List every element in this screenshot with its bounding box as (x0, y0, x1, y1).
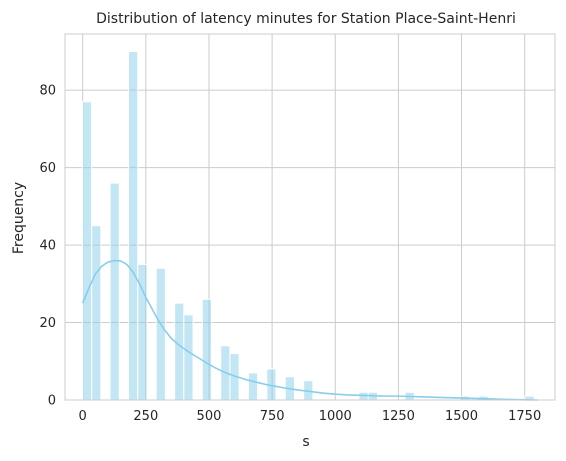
x-tick-label: 750 (260, 409, 285, 424)
y-tick-label: 20 (39, 316, 56, 331)
x-tick-label: 1500 (445, 409, 478, 424)
histogram-bar (155, 267, 166, 401)
x-tick-labels: 0 250 500 750 1000 1250 1500 1750 (79, 409, 542, 424)
histogram-bar (91, 225, 102, 401)
chart-title: Distribution of latency minutes for Stat… (96, 11, 516, 27)
x-tick-label: 1000 (319, 409, 352, 424)
y-tick-labels: 0 20 40 60 80 (39, 84, 56, 409)
plot-frame (64, 33, 556, 401)
y-tick-label: 40 (39, 239, 56, 254)
x-axis-label: s (302, 434, 309, 450)
y-tick-label: 0 (48, 394, 56, 409)
histogram-bar (201, 298, 212, 401)
x-tick-label: 250 (133, 409, 158, 424)
x-tick-label: 0 (79, 409, 87, 424)
histogram-bar (128, 50, 139, 401)
histogram-bar (174, 302, 185, 401)
histogram-bar (109, 182, 120, 401)
kde-curve (81, 259, 538, 401)
histogram-bar (247, 372, 259, 401)
histogram-bar (183, 314, 194, 401)
histogram-bar (81, 101, 93, 401)
x-tick-label: 1250 (382, 409, 415, 424)
x-tick-label: 1750 (508, 409, 541, 424)
y-tick-label: 80 (39, 84, 56, 99)
y-axis-label: Frequency (11, 182, 27, 254)
y-tick-label: 60 (39, 161, 56, 176)
x-tick-label: 500 (197, 409, 222, 424)
